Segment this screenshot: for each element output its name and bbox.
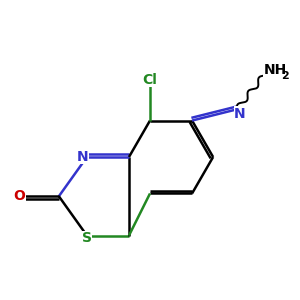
Text: 2: 2 <box>281 71 289 81</box>
Text: N: N <box>234 106 245 121</box>
Text: N: N <box>77 150 88 164</box>
Text: O: O <box>14 189 26 203</box>
Text: Cl: Cl <box>142 73 158 87</box>
Text: NH: NH <box>264 63 287 77</box>
Text: S: S <box>82 231 92 245</box>
